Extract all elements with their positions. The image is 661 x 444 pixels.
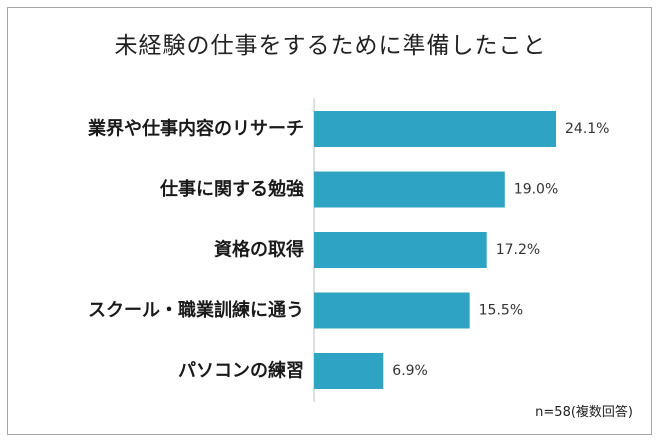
category-label: パソコンの練習 (178, 360, 304, 382)
bar (314, 292, 470, 329)
bar (314, 353, 384, 389)
value-label: 24.1% (565, 121, 609, 137)
category-label: 資格の取得 (214, 239, 304, 261)
category-label: スクール・職業訓練に通う (88, 299, 304, 321)
bar (314, 171, 505, 208)
chart-title: 未経験の仕事をするために準備したこと (114, 33, 547, 59)
bar (314, 111, 556, 147)
category-label: 仕事に関する勉強 (159, 178, 304, 200)
bars-group: 業界や仕事内容のリサーチ 24.1% 仕事に関する勉強 19.0% 資格の取得 17.2%… (87, 111, 609, 389)
value-label: 6.9% (392, 363, 428, 379)
bar (314, 232, 487, 268)
value-label: 19.0% (514, 182, 558, 198)
value-label: 17.2% (496, 242, 540, 258)
sample-note: n=58(複数回答) (535, 405, 633, 420)
category-label: 業界や仕事内容のリサーチ (87, 118, 304, 140)
value-label: 15.5% (479, 303, 523, 319)
